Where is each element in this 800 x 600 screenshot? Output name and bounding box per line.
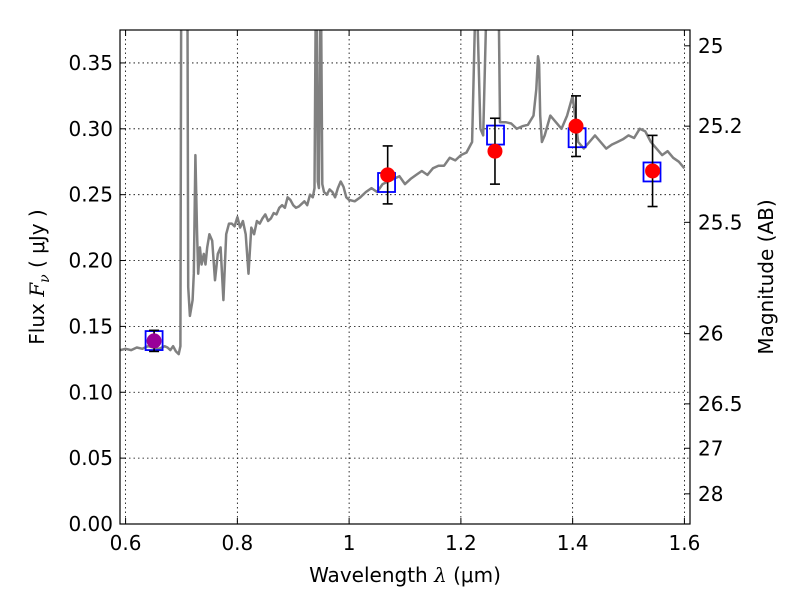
template-spectrum-line xyxy=(120,30,686,356)
observed-photometry-point xyxy=(568,118,584,134)
x-tick-label: 1.4 xyxy=(557,531,589,555)
observed-photometry-point xyxy=(487,143,503,159)
x-tick-label: 1 xyxy=(343,531,356,555)
y-tick-label: 0.20 xyxy=(68,249,113,273)
y2-tick-label: 26.5 xyxy=(698,392,743,416)
y2-tick-label: 25 xyxy=(698,34,723,58)
plot-data xyxy=(120,30,686,356)
grid xyxy=(120,30,690,524)
y-tick-label: 0.15 xyxy=(68,314,113,338)
plot-frame xyxy=(119,29,691,525)
y2-tick-label: 26 xyxy=(698,322,723,346)
y-tick-label: 0.10 xyxy=(68,380,113,404)
observed-photometry-point xyxy=(645,163,661,179)
x-axis-title: Wavelength λ (μm) xyxy=(309,563,501,587)
observed-photometry-point xyxy=(146,333,162,349)
y2-axis-title: Magnitude (AB) xyxy=(754,199,778,354)
y2-tick-label: 28 xyxy=(698,482,723,506)
y-tick-label: 0.05 xyxy=(68,446,113,470)
y2-tick-label: 25.2 xyxy=(698,114,743,138)
axis-ticks: 0.6 0.8 1 1.2 1.4 1.6 0.00 0.05 0.10 0.15 0.20 0.25… xyxy=(68,30,743,555)
y-tick-label: 0.35 xyxy=(68,51,113,75)
observed-photometry-point xyxy=(380,167,396,183)
x-tick-label: 0.8 xyxy=(221,531,253,555)
photometry-points xyxy=(144,95,662,353)
y-axis-title: Flux Fν ( μJy ) xyxy=(25,209,53,344)
x-tick-label: 1.6 xyxy=(669,531,701,555)
x-tick-label: 0.6 xyxy=(110,531,142,555)
y-tick-label: 0.00 xyxy=(68,512,113,536)
y2-tick-label: 27 xyxy=(698,436,723,460)
y2-tick-label: 25.5 xyxy=(698,210,743,234)
x-tick-label: 1.2 xyxy=(445,531,477,555)
y-tick-label: 0.30 xyxy=(68,117,113,141)
y-tick-label: 0.25 xyxy=(68,183,113,207)
